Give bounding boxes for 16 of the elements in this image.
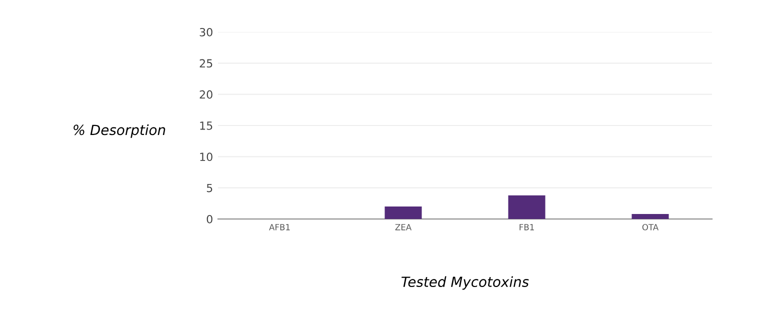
y-tick-label: 5 <box>206 184 212 192</box>
x-tick-label: ZEA <box>395 224 412 230</box>
bar <box>508 195 546 219</box>
y-tick-label: 10 <box>200 152 212 162</box>
x-tick-label: AFB1 <box>269 224 290 230</box>
y-tick-label: 15 <box>200 122 212 130</box>
y-axis-title: % Desorption <box>74 124 166 138</box>
x-tick-label: OTA <box>642 224 659 230</box>
x-tick-label: FB1 <box>520 224 534 230</box>
bar <box>384 206 422 219</box>
y-tick-label: 0 <box>206 214 212 224</box>
x-axis-title: Tested Mycotoxins <box>402 276 529 290</box>
y-tick-label: 25 <box>200 59 212 68</box>
y-tick-label: 30 <box>200 28 212 36</box>
y-tick-label: 20 <box>200 90 212 99</box>
bar <box>632 214 669 219</box>
